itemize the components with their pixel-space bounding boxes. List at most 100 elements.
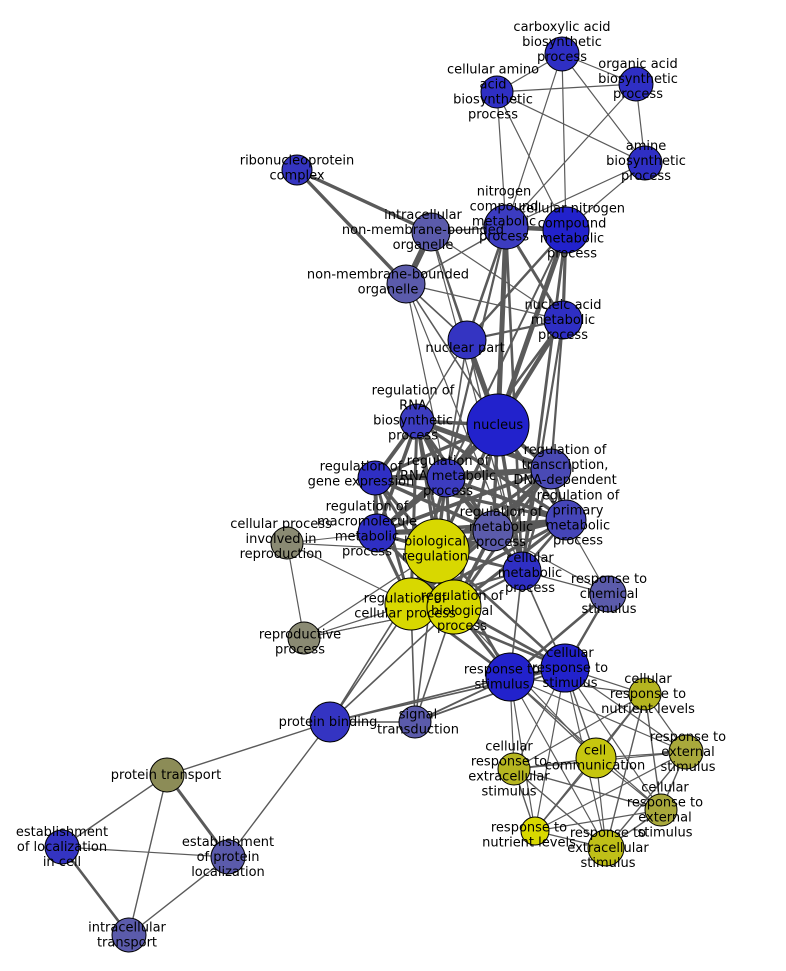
graph-node-label-reproductive-process: reproductive process [259,627,341,657]
graph-node-regulation-of-metabolic-process[interactable] [472,510,514,552]
graph-node-label-establishment-of-protein-localization: establishment of protein localization [182,835,274,880]
graph-edge [465,228,568,342]
graph-node-nucleus[interactable] [466,393,530,457]
labels-layer: carboxylic acid biosynthetic process organi… [16,20,726,951]
graph-edge [166,721,331,776]
graph-node-label-cellular-response-to-external-stimulus: cellular response to external stimulus [627,780,703,840]
graph-node-response-to-extracellular-stimulus[interactable] [587,829,625,867]
graph-edge [492,530,609,595]
graph-edge [329,606,455,723]
graph-node-label-intracellular-transport: intracellular transport [88,920,166,950]
graph-edge [128,774,168,936]
graph-edge [375,518,568,535]
graph-edge [128,856,229,936]
graph-edge [513,693,646,770]
graph-node-label-amine-biosynthetic-process: amine biosynthetic process [606,139,686,184]
graph-node-regulation-of-rna-biosynthetic-process[interactable] [399,403,435,439]
graph-node-cellular-response-to-nutrient-levels[interactable] [628,677,662,711]
graph-node-label-regulation-of-transcription-dna-dependent: regulation of transcription, DNA-dependent [513,443,616,488]
graph-node-label-response-to-extracellular-stimulus: response to extracellular stimulus [567,826,649,871]
graph-node-regulation-of-rna-metabolic-process[interactable] [426,458,466,498]
graph-node-label-carboxylic-acid-biosynthetic-process: carboxylic acid biosynthetic process [513,20,610,65]
graph-node-organic-acid-biosynthetic-process[interactable] [618,66,654,102]
graph-node-response-to-chemical-stimulus[interactable] [589,575,627,613]
graph-node-cell-communication[interactable] [575,737,617,779]
graph-edge [509,676,687,753]
graph-node-label-response-to-chemical-stimulus: response to chemical stimulus [571,572,647,617]
graph-node-label-regulation-of-cellular-process: regulation of cellular process [354,591,456,621]
graph-edge [295,168,433,234]
graph-node-label-protein-transport: protein transport [111,768,221,783]
graph-edge [496,91,507,228]
graph-edge [549,318,565,471]
graph-node-intracellular-non-membrane-bounded-organelle[interactable] [411,212,451,252]
graph-node-label-cellular-amino-acid-biosynthetic-process: cellular amino acid biosynthetic process [447,62,539,122]
graph-edge [513,768,607,849]
graph-node-protein-binding[interactable] [309,701,351,743]
graph-node-nitrogen-compound-metabolic-process[interactable] [483,204,529,250]
graph-node-response-to-nutrient-levels[interactable] [520,816,550,846]
graph-node-label-response-to-external-stimulus: response to external stimulus [650,730,726,775]
graph-node-label-cellular-metabolic-process: cellular metabolic process [498,551,562,596]
graph-edge [605,751,687,849]
graph-edge [61,846,229,858]
graph-node-regulation-of-primary-metabolic-process[interactable] [545,499,587,541]
graph-node-cellular-response-to-extracellular-stimulus[interactable] [497,752,531,786]
graph-edge [505,53,563,228]
graph-node-label-cellular-process-involved-in-reproduction: cellular process involved in reproduction [230,517,332,562]
graph-node-nuclear-part[interactable] [447,320,487,360]
graph-edge [496,91,646,164]
graph-node-regulation-of-gene-expression[interactable] [357,460,393,496]
graph-edge [445,339,468,479]
graph-node-amine-biosynthetic-process[interactable] [627,145,663,181]
graph-node-label-regulation-of-rna-biosynthetic-process: regulation of RNA biosynthetic process [372,383,455,443]
graph-node-cellular-nitrogen-compound-metabolic-process[interactable] [542,206,590,254]
graph-node-label-response-to-stimulus: response to stimulus [464,662,540,692]
graph-node-establishment-of-localization-in-cell[interactable] [44,829,80,865]
graph-node-response-to-external-stimulus[interactable] [668,734,704,770]
graph-node-signal-transduction[interactable] [398,705,432,739]
graph-node-cellular-response-to-stimulus[interactable] [540,643,590,693]
graph-node-label-regulation-of-metabolic-process: regulation of metabolic process [460,505,543,550]
graph-node-regulation-of-transcription-dna-dependent[interactable] [530,448,572,490]
graph-node-regulation-of-biological-process[interactable] [426,579,482,635]
graph-edge [561,53,646,164]
graph-edge [405,283,447,479]
graph-node-label-cell-communication: cell communication [545,743,646,773]
graph-edge [505,83,637,228]
graph-node-biological-regulation[interactable] [404,518,470,584]
graph-edge [444,476,568,522]
graph-node-cellular-process-involved-in-reproduction[interactable] [270,526,304,560]
graph-node-ribonucleoprotein-complex[interactable] [281,154,313,186]
graph-edge [561,53,567,231]
graph-node-regulation-of-macromolecule-metabolic-process[interactable] [357,513,397,553]
graph-node-establishment-of-protein-localization[interactable] [210,839,246,875]
graph-edge [496,91,567,231]
graph-edge [295,168,408,286]
graph-node-label-regulation-of-gene-expression: regulation of gene expression [308,459,415,489]
graph-node-label-signal-transduction: signal transduction [377,707,459,737]
graph-node-protein-transport[interactable] [149,757,185,793]
graph-node-label-regulation-of-rna-metabolic-process: regulation of RNA metabolic process [400,454,496,499]
graph-edge [227,721,331,858]
graph-node-label-regulation-of-primary-metabolic-process: regulation of primary metabolic process [537,488,620,548]
graph-node-label-biological-regulation: biological regulation [402,534,468,564]
graph-node-response-to-stimulus[interactable] [485,652,535,702]
graph-node-label-regulation-of-macromolecule-metabolic-process: regulation of macromolecule metabolic proce… [317,499,417,559]
graph-edge [605,693,646,849]
graph-edge [495,224,509,428]
graph-edge [414,667,566,723]
graph-node-reproductive-process[interactable] [287,621,321,655]
graph-node-non-membrane-bounded-organelle[interactable] [386,264,426,304]
graph-edge [520,228,568,573]
graph-edge [430,231,564,321]
graph-node-cellular-amino-acid-biosynthetic-process[interactable] [480,75,514,109]
graph-node-label-non-membrane-bounded-organelle: non-membrane-bounded organelle [307,267,469,297]
graph-node-label-organic-acid-biosynthetic-process: organic acid biosynthetic process [598,57,678,102]
graph-node-nucleic-acid-metabolic-process[interactable] [543,300,583,340]
graph-node-cellular-metabolic-process[interactable] [502,551,542,591]
graph-node-cellular-response-to-external-stimulus[interactable] [644,793,678,827]
graph-node-carboxylic-acid-biosynthetic-process[interactable] [544,36,580,72]
graph-node-intracellular-transport[interactable] [111,917,147,953]
